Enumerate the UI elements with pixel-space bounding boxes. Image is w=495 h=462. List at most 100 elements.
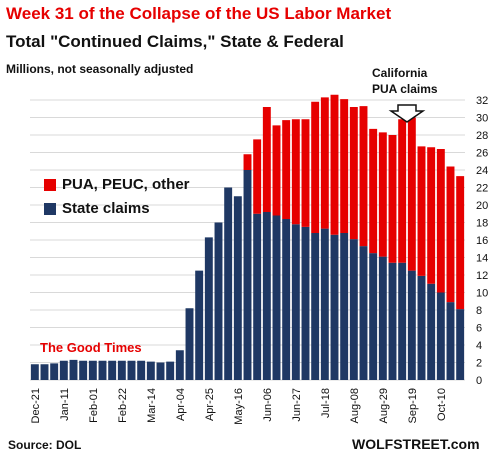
bar-federal [272, 125, 281, 216]
x-axis-ticks: Dec-21 Jan-11 Feb-01 Feb-22 Mar-14 Apr-04 Apr-… [30, 388, 448, 425]
bar-federal [398, 119, 407, 263]
bar-state [417, 275, 426, 380]
bar-federal [446, 166, 455, 303]
bar-state [349, 239, 358, 380]
chart-title: Week 31 of the Collapse of the US Labor … [6, 4, 392, 23]
x-tick-label: Dec-21 [30, 388, 42, 423]
bar-state [108, 360, 117, 380]
y-tick-label: 22 [476, 183, 488, 195]
bar-state [175, 350, 184, 380]
bar-state [243, 170, 252, 380]
source-label: Source: DOL [8, 438, 82, 452]
bar-federal [340, 99, 349, 233]
bar-state [456, 309, 465, 380]
x-tick-label: Feb-22 [117, 388, 129, 423]
bar-state [79, 360, 88, 380]
annotation-line-2: PUA claims [372, 82, 438, 96]
x-tick-label: Jul-18 [320, 388, 332, 418]
bar-state [59, 360, 68, 380]
bar-federal [369, 128, 378, 254]
y-tick-label: 12 [476, 270, 488, 282]
x-tick-label: Sep-19 [407, 388, 419, 423]
bar-state [50, 363, 59, 380]
y-tick-label: 2 [476, 358, 482, 370]
x-tick-label: Jun-06 [262, 388, 274, 422]
bar-state [204, 237, 213, 380]
y-tick-label: 14 [476, 253, 488, 265]
legend-item-state: State claims [44, 200, 150, 217]
x-tick-label: Feb-01 [88, 388, 100, 423]
bar-federal [359, 106, 368, 247]
bar-federal [291, 119, 300, 225]
bar-state [398, 262, 407, 380]
bar-state [166, 361, 175, 380]
y-tick-label: 8 [476, 305, 482, 317]
y-tick-label: 30 [476, 113, 488, 125]
x-tick-label: May-16 [233, 388, 245, 425]
bar-state [369, 253, 378, 380]
y-tick-label: 26 [476, 148, 488, 160]
legend-swatch-state [44, 202, 56, 215]
y-tick-label: 32 [476, 95, 488, 107]
bar-state [407, 270, 416, 380]
bar-federal [282, 120, 291, 219]
annotation-line-1: California [372, 66, 428, 80]
bar-federal [407, 117, 416, 271]
chart-subtitle: Total "Continued Claims," State & Federa… [6, 32, 344, 51]
y-tick-label: 18 [476, 218, 488, 230]
y-tick-label: 16 [476, 235, 488, 247]
x-tick-label: Mar-14 [146, 388, 158, 423]
bar-federal [427, 147, 436, 284]
bar-state [233, 196, 242, 380]
bar-state [359, 246, 368, 380]
bar-state [340, 233, 349, 380]
bar-state [311, 233, 320, 380]
bar-federal [330, 94, 339, 235]
bar-state [291, 224, 300, 380]
bar-state [40, 364, 49, 380]
bar-state [330, 234, 339, 380]
bar-state [195, 270, 204, 380]
bar-state [272, 215, 281, 380]
bar-federal [262, 107, 271, 212]
y-tick-label: 20 [476, 200, 488, 212]
bar-state [320, 228, 329, 380]
x-tick-label: Jan-11 [59, 388, 71, 421]
bar-state [137, 360, 146, 380]
bar-state [301, 226, 310, 380]
bar-state [127, 360, 136, 380]
x-tick-label: Oct-10 [436, 388, 448, 421]
x-tick-label: Apr-04 [175, 388, 187, 421]
bar-state [427, 283, 436, 380]
bar-state [185, 308, 194, 380]
bar-federal [301, 119, 310, 227]
bar-federal [378, 132, 387, 257]
bar-federal [349, 107, 358, 240]
bar-federal [243, 154, 252, 170]
x-tick-label: Apr-25 [204, 388, 216, 421]
bar-federal [388, 135, 397, 263]
bar-federal [320, 97, 329, 229]
bar-federal [253, 139, 262, 214]
x-tick-label: Jun-27 [291, 388, 303, 422]
bar-federal [311, 101, 320, 233]
bar-state [69, 359, 78, 380]
legend-label-federal: PUA, PEUC, other [62, 176, 190, 193]
bar-state [253, 213, 262, 380]
legend-item-federal: PUA, PEUC, other [44, 176, 190, 193]
bar-state [98, 360, 107, 380]
bar-state [446, 302, 455, 380]
y-tick-label: 4 [476, 340, 482, 352]
units-label: Millions, not seasonally adjusted [6, 62, 194, 76]
bar-state [224, 187, 233, 380]
bar-state [262, 212, 271, 380]
bar-federal [456, 176, 465, 310]
bar-state [388, 262, 397, 380]
y-tick-label: 28 [476, 130, 488, 142]
bar-state [436, 292, 445, 380]
bar-state [378, 256, 387, 380]
y-tick-label: 24 [476, 165, 488, 177]
bar-state [88, 360, 97, 380]
